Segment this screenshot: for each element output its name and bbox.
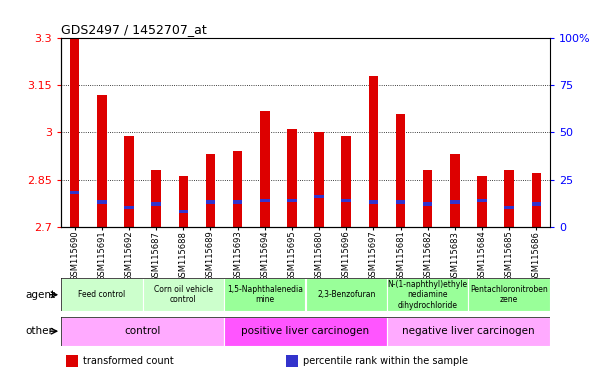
Bar bbox=[178, 210, 188, 213]
Bar bbox=[314, 132, 324, 227]
Bar bbox=[396, 200, 405, 204]
Bar bbox=[387, 278, 469, 311]
Bar bbox=[152, 170, 161, 227]
Bar bbox=[152, 202, 161, 206]
Bar bbox=[287, 199, 297, 202]
Bar bbox=[233, 200, 243, 204]
Bar bbox=[314, 195, 324, 198]
Bar bbox=[224, 317, 387, 346]
Text: Pentachloronitroben
zene: Pentachloronitroben zene bbox=[470, 285, 548, 305]
Bar bbox=[206, 154, 215, 227]
Text: GDS2497 / 1452707_at: GDS2497 / 1452707_at bbox=[61, 23, 207, 36]
Bar bbox=[532, 202, 541, 206]
Text: percentile rank within the sample: percentile rank within the sample bbox=[303, 356, 468, 366]
Bar bbox=[477, 176, 487, 227]
Bar bbox=[97, 200, 106, 204]
Bar bbox=[286, 355, 298, 367]
Bar bbox=[66, 355, 78, 367]
Text: 2,3-Benzofuran: 2,3-Benzofuran bbox=[317, 290, 375, 299]
Bar bbox=[505, 206, 514, 209]
Bar bbox=[61, 317, 224, 346]
Text: Corn oil vehicle
control: Corn oil vehicle control bbox=[154, 285, 213, 305]
Bar bbox=[70, 191, 79, 194]
Bar bbox=[368, 76, 378, 227]
Bar bbox=[70, 38, 79, 227]
Bar bbox=[469, 278, 550, 311]
Bar bbox=[423, 170, 433, 227]
Text: N-(1-naphthyl)ethyle
nediamine
dihydrochloride: N-(1-naphthyl)ethyle nediamine dihydroch… bbox=[387, 280, 468, 310]
Bar bbox=[450, 154, 459, 227]
Bar bbox=[387, 317, 550, 346]
Text: control: control bbox=[125, 326, 161, 336]
Bar bbox=[206, 200, 215, 204]
Bar bbox=[396, 114, 405, 227]
Bar bbox=[142, 278, 224, 311]
Bar bbox=[124, 206, 134, 209]
Bar bbox=[532, 173, 541, 227]
Bar bbox=[368, 200, 378, 204]
Text: Feed control: Feed control bbox=[78, 290, 125, 299]
Bar bbox=[124, 136, 134, 227]
Bar bbox=[450, 200, 459, 204]
Text: negative liver carcinogen: negative liver carcinogen bbox=[402, 326, 535, 336]
Bar bbox=[477, 199, 487, 202]
Text: agent: agent bbox=[26, 290, 56, 300]
Bar bbox=[423, 202, 433, 206]
Bar bbox=[287, 129, 297, 227]
Bar bbox=[505, 170, 514, 227]
Bar bbox=[97, 95, 106, 227]
Bar bbox=[224, 278, 306, 311]
Bar bbox=[342, 136, 351, 227]
Bar bbox=[342, 199, 351, 202]
Text: transformed count: transformed count bbox=[83, 356, 174, 366]
Text: positive liver carcinogen: positive liver carcinogen bbox=[241, 326, 370, 336]
Bar bbox=[178, 176, 188, 227]
Bar bbox=[233, 151, 243, 227]
Bar bbox=[260, 111, 269, 227]
Bar bbox=[61, 278, 142, 311]
Text: other: other bbox=[26, 326, 54, 336]
Text: 1,5-Naphthalenedia
mine: 1,5-Naphthalenedia mine bbox=[227, 285, 303, 305]
Bar bbox=[260, 199, 269, 202]
Bar bbox=[306, 278, 387, 311]
